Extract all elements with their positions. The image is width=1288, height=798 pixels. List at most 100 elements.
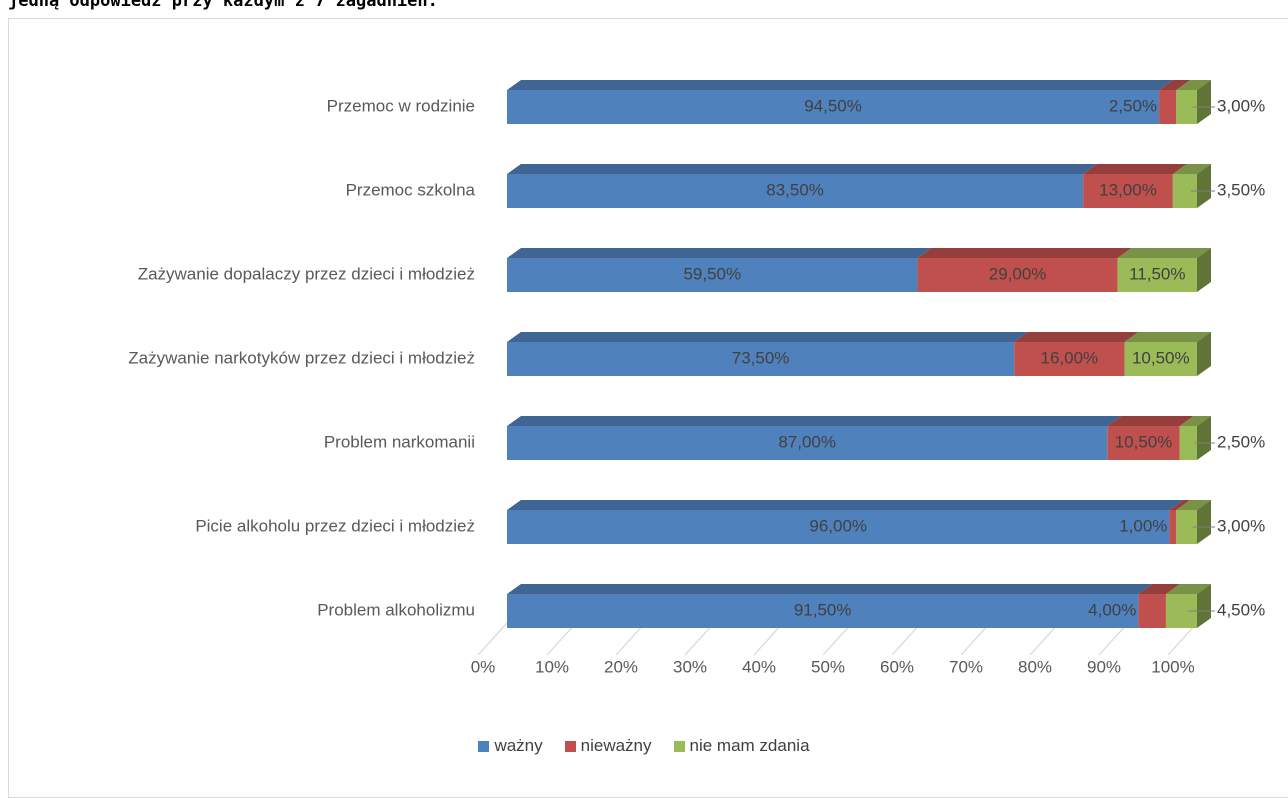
- bar-top-face: [1176, 80, 1211, 90]
- bar-top-face: [1165, 584, 1211, 594]
- bar-top-face: [507, 584, 1153, 594]
- legend-label-wazny: ważny: [494, 736, 543, 755]
- floor-gridline: [1098, 622, 1129, 656]
- x-tick-label: 80%: [1018, 657, 1052, 676]
- floor-gridline: [960, 622, 991, 656]
- floor-gridline: [1167, 622, 1198, 656]
- bar-top-face: [507, 248, 932, 258]
- bar-top-face: [507, 164, 1098, 174]
- bar-side-face: [1197, 584, 1211, 628]
- bar-row: Picie alkoholu przez dzieci i młodzież 96…: [195, 500, 1265, 544]
- bar-top-face: [1169, 500, 1191, 510]
- x-tick-label: 100%: [1151, 657, 1194, 676]
- data-label: 96,00%: [809, 516, 867, 535]
- bar-segment: [1083, 174, 1173, 208]
- bar-top-face: [507, 80, 1174, 90]
- category-label: Przemoc szkolna: [346, 180, 476, 199]
- bar-row: Zażywanie narkotyków przez dzieci i młod…: [128, 332, 1211, 376]
- bar-segment: [507, 510, 1170, 544]
- floor-gridline: [891, 622, 922, 656]
- bar-side-face: [1197, 500, 1211, 544]
- floor-gridline: [546, 622, 577, 656]
- x-tick-label: 50%: [811, 657, 845, 676]
- bar-row: Przemoc szkolna 83,50% 13,00% 3,50%: [346, 164, 1265, 208]
- legend-item-wazny: ważny: [478, 736, 543, 756]
- bar-segment: [1107, 426, 1180, 460]
- bar-top-face: [1179, 416, 1211, 426]
- bar-side-face: [1197, 416, 1211, 460]
- bar-segment: [1169, 510, 1177, 544]
- data-label: 11,50%: [1129, 264, 1185, 283]
- bar-top-face: [917, 248, 1132, 258]
- data-label: 2,50%: [1109, 96, 1157, 115]
- legend-label-niewazny: nieważny: [580, 736, 652, 755]
- bar-row: Problem narkomanii 87,00% 10,50% 2,50%: [324, 416, 1265, 460]
- bar-segment: [507, 426, 1108, 460]
- data-label: 87,00%: [778, 432, 836, 451]
- x-tick-label: 0%: [471, 657, 496, 676]
- bar-top-face: [1014, 332, 1139, 342]
- bar-segment: [507, 342, 1015, 376]
- data-label: 29,00%: [989, 264, 1047, 283]
- data-label: 2,50%: [1217, 432, 1265, 451]
- floor-gridline: [1029, 622, 1060, 656]
- data-label: 3,00%: [1217, 96, 1265, 115]
- x-tick-label: 20%: [604, 657, 638, 676]
- bar-side-face: [1197, 248, 1211, 292]
- bar-row: Problem alkoholizmu 91,50% 4,00% 4,50%: [317, 584, 1265, 628]
- floor-gridline: [684, 622, 715, 656]
- bar-side-face: [1197, 164, 1211, 208]
- x-tick-label: 30%: [673, 657, 707, 676]
- floor-gridline: [477, 622, 508, 656]
- caption-text: jedną odpowiedź przy każdym z 7 zagadnie…: [8, 0, 438, 11]
- bar-segment: [1176, 510, 1197, 544]
- category-label: Problem alkoholizmu: [317, 600, 475, 619]
- bar-row: Przemoc w rodzinie 94,50% 2,50% 3,00%: [327, 80, 1265, 124]
- bar-top-face: [507, 416, 1122, 426]
- data-label: 91,50%: [794, 600, 852, 619]
- bar-row: Zażywanie dopalaczy przez dzieci i młodz…: [138, 248, 1211, 292]
- category-label: Zażywanie narkotyków przez dzieci i młod…: [128, 348, 475, 367]
- bar-segment: [1138, 594, 1166, 628]
- data-label: 83,50%: [766, 180, 824, 199]
- legend-swatch-niewazny: [564, 740, 576, 752]
- legend-label-nie-mam-zdania: nie mam zdania: [689, 736, 810, 755]
- x-tick-label: 70%: [949, 657, 983, 676]
- bar-top-face: [1107, 416, 1194, 426]
- legend-item-nie-mam-zdania: nie mam zdania: [673, 736, 810, 756]
- legend: ważny nieważny nie mam zdania: [0, 736, 1288, 756]
- bar-side-face: [1197, 332, 1211, 376]
- bar-top-face: [1176, 500, 1211, 510]
- data-label: 4,50%: [1217, 600, 1265, 619]
- data-label: 4,00%: [1088, 600, 1136, 619]
- data-label: 10,50%: [1132, 348, 1190, 367]
- floor-gridline: [753, 622, 784, 656]
- bar-segment: [1179, 426, 1197, 460]
- category-label: Zażywanie dopalaczy przez dzieci i młodz…: [138, 264, 475, 283]
- data-label: 73,50%: [732, 348, 790, 367]
- bar-top-face: [1138, 584, 1180, 594]
- bar-top-face: [507, 332, 1029, 342]
- floor-gridline: [615, 622, 646, 656]
- bar-segment: [1014, 342, 1125, 376]
- x-tick-label: 90%: [1087, 657, 1121, 676]
- bar-top-face: [1159, 80, 1191, 90]
- bar-top-face: [1124, 332, 1211, 342]
- data-label: 3,00%: [1217, 516, 1265, 535]
- bar-side-face: [1197, 80, 1211, 124]
- bar-segment: [507, 258, 918, 292]
- bar-segment: [1176, 90, 1197, 124]
- bar-segment: [507, 174, 1084, 208]
- floor-gridline: [822, 622, 853, 656]
- stacked-bar-chart: 0% 10% 20% 30% 40% 50% 60% 70% 80% 90% 100% Przemoc…: [128, 80, 1265, 676]
- bar-top-face: [1172, 164, 1211, 174]
- data-label: 59,50%: [683, 264, 741, 283]
- bar-top-face: [1117, 248, 1211, 258]
- data-label: 94,50%: [804, 96, 862, 115]
- data-label: 16,00%: [1041, 348, 1099, 367]
- bar-segment: [507, 594, 1139, 628]
- bar-segment: [1159, 90, 1177, 124]
- bar-segment: [1117, 258, 1197, 292]
- data-label: 1,00%: [1119, 516, 1167, 535]
- bar-top-face: [507, 500, 1184, 510]
